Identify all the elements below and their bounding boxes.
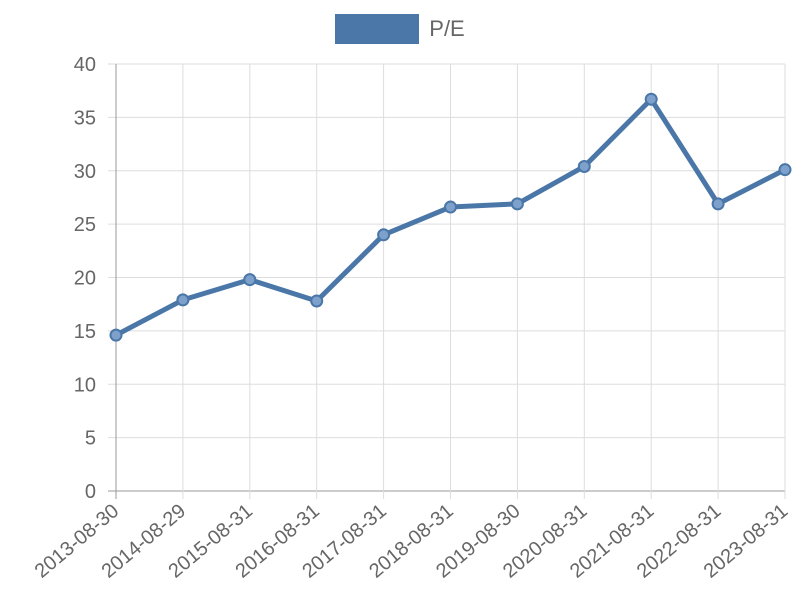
data-point — [577, 159, 591, 173]
legend-label: P/E — [429, 16, 465, 41]
data-point — [778, 163, 792, 177]
data-point — [644, 92, 658, 106]
y-tick-label: 30 — [74, 161, 96, 183]
legend: P/E — [0, 14, 800, 44]
data-point — [444, 200, 457, 214]
data-point — [377, 228, 391, 242]
legend-swatch — [335, 14, 420, 44]
data-point — [109, 328, 123, 342]
data-point — [310, 294, 324, 308]
y-tick-label: 20 — [74, 268, 96, 290]
y-tick-label: 10 — [74, 374, 96, 396]
data-point — [176, 293, 190, 307]
y-tick-label: 5 — [85, 428, 96, 450]
y-tick-label: 25 — [74, 214, 96, 236]
y-tick-label: 0 — [85, 481, 96, 503]
y-tick-label: 35 — [74, 107, 96, 129]
data-point — [711, 197, 725, 211]
data-point — [510, 197, 524, 211]
y-tick-label: 40 — [74, 54, 96, 76]
data-point — [243, 273, 257, 287]
y-tick-label: 15 — [74, 321, 96, 343]
